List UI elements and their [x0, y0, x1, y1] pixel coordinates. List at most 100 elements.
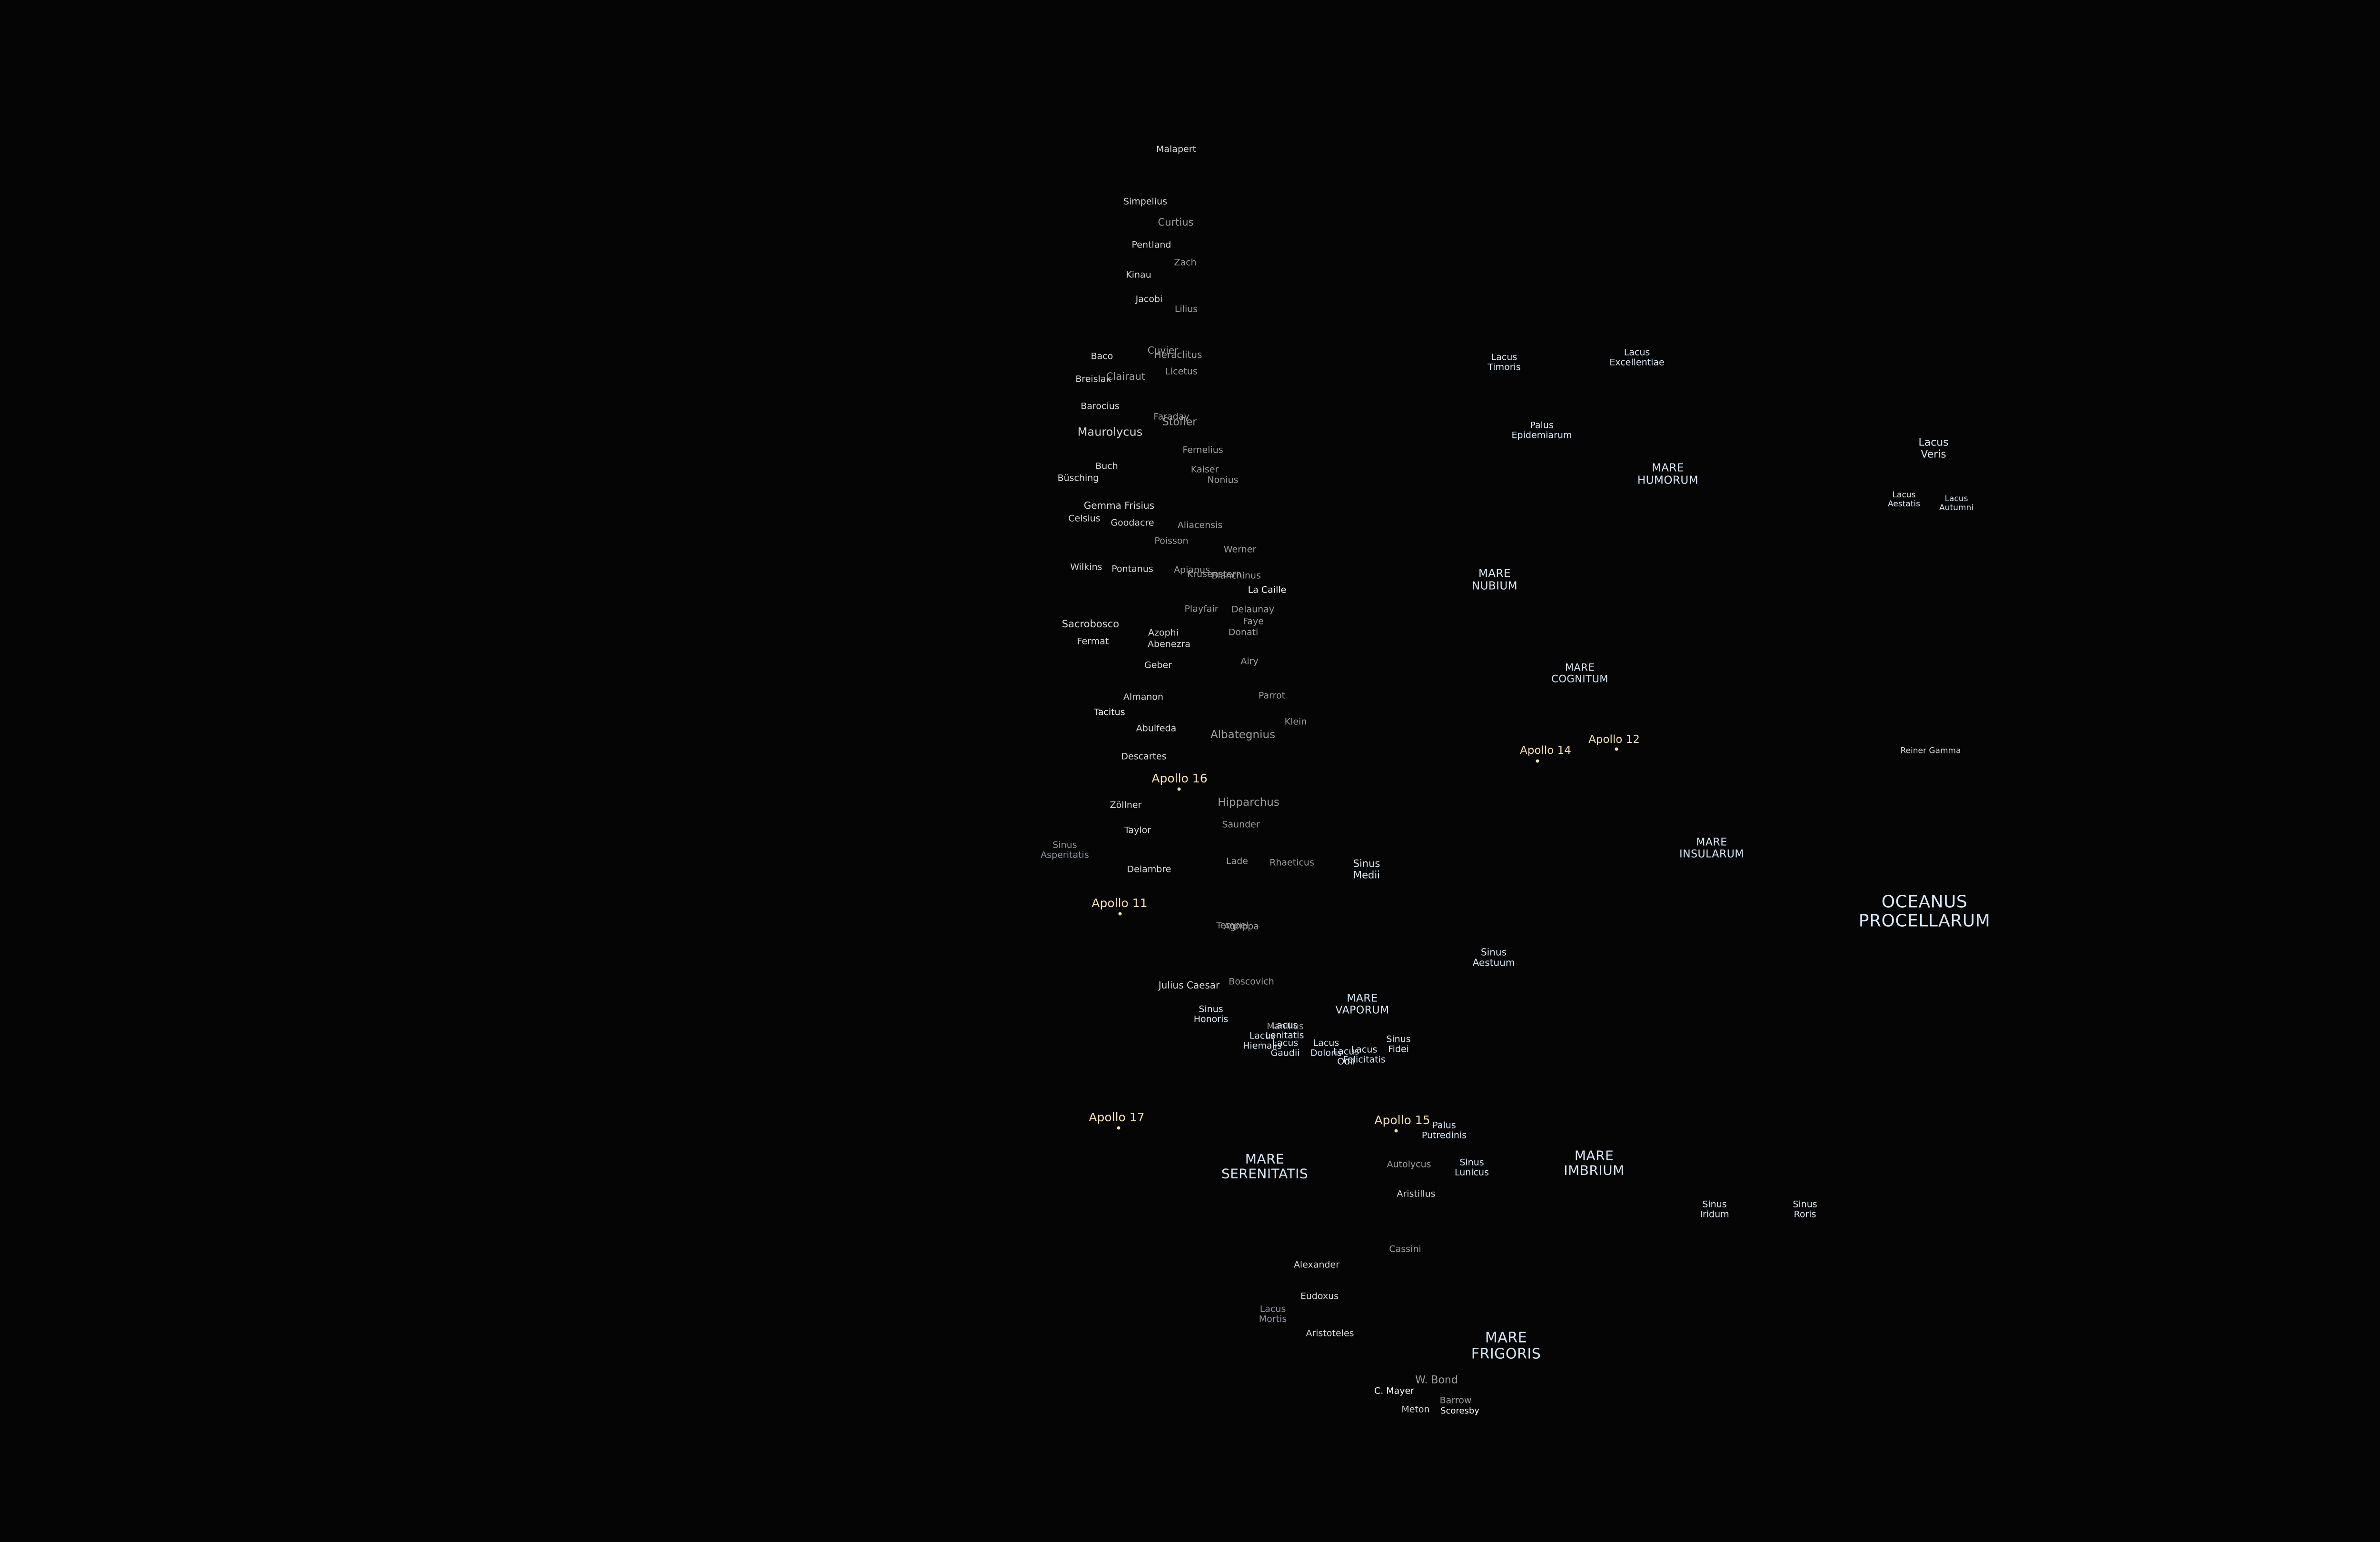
crater-label[interactable]: Stofler [1162, 416, 1197, 428]
apollo-site-label[interactable]: Apollo 15 [1374, 1113, 1430, 1127]
crater-label[interactable]: Büsching [1057, 473, 1099, 484]
apollo-site-label[interactable]: Apollo 14 [1520, 744, 1571, 757]
mare-label[interactable]: Lacus Autumni [1939, 494, 1973, 513]
crater-label[interactable]: Scoresby [1440, 1405, 1479, 1416]
apollo-landing-site-marker-icon[interactable] [1536, 759, 1539, 763]
mare-label[interactable]: MARE INSULARUM [1679, 836, 1744, 860]
mare-label[interactable]: Lacus Odii [1333, 1046, 1359, 1067]
mare-label[interactable]: Lacus Veris [1918, 436, 1949, 460]
crater-label[interactable]: Descartes [1121, 751, 1167, 762]
crater-label[interactable]: Malapert [1156, 144, 1196, 155]
mare-label[interactable]: MARE IMBRIUM [1564, 1147, 1625, 1178]
mare-label[interactable]: MARE NUBIUM [1471, 567, 1518, 592]
crater-label[interactable]: Krusenstern [1187, 569, 1242, 580]
crater-label[interactable]: Faye [1243, 616, 1264, 627]
crater-label[interactable]: Kaiser [1190, 464, 1219, 475]
crater-label[interactable]: Aristillus [1397, 1188, 1436, 1199]
crater-label[interactable]: Delambre [1127, 864, 1171, 875]
crater-label[interactable]: Tacitus [1094, 707, 1125, 718]
crater-label[interactable]: Wilkins [1070, 562, 1102, 573]
crater-label[interactable]: Curtius [1158, 217, 1194, 228]
crater-label[interactable]: La Caille [1248, 584, 1287, 595]
mare-label[interactable]: Lacus Excellentiae [1609, 347, 1665, 368]
apollo-landing-site-marker-icon[interactable] [1117, 1126, 1121, 1130]
crater-label[interactable]: Faraday [1153, 411, 1190, 422]
crater-label[interactable]: Donati [1228, 627, 1259, 638]
mare-label[interactable]: Sinus Medii [1353, 858, 1380, 880]
mare-label[interactable]: Palus Putredinis [1421, 1120, 1467, 1141]
crater-label[interactable]: Rhaeticus [1269, 857, 1314, 868]
mare-label[interactable]: Lacus Gaudii [1270, 1038, 1300, 1058]
crater-label[interactable]: Almanon [1123, 692, 1164, 702]
crater-label[interactable]: Klein [1284, 716, 1307, 727]
mare-label[interactable]: Sinus Roris [1793, 1199, 1817, 1220]
crater-label[interactable]: Apianus [1174, 564, 1210, 575]
crater-label[interactable]: Celsius [1068, 513, 1101, 524]
crater-label[interactable]: Buch [1095, 461, 1118, 472]
mare-label[interactable]: MARE SERENITATIS [1221, 1151, 1309, 1182]
crater-label[interactable]: Taylor [1124, 825, 1151, 836]
crater-label[interactable]: Hipparchus [1218, 796, 1279, 809]
mare-label[interactable]: MARE HUMORUM [1637, 462, 1699, 486]
crater-label[interactable]: Eudoxus [1300, 1291, 1339, 1302]
mare-label[interactable]: MARE FRIGORIS [1471, 1329, 1541, 1362]
crater-label[interactable]: Nonius [1207, 474, 1239, 485]
crater-label[interactable]: Maurolycus [1077, 425, 1143, 439]
apollo-site-label[interactable]: Apollo 12 [1588, 733, 1640, 746]
apollo-landing-site-marker-icon[interactable] [1394, 1129, 1398, 1133]
apollo-landing-site-marker-icon[interactable] [1177, 787, 1181, 791]
crater-label[interactable]: Poisson [1154, 535, 1189, 546]
apollo-landing-site-marker-icon[interactable] [1615, 747, 1618, 751]
mare-label[interactable]: Sinus Aestuum [1472, 946, 1515, 969]
crater-label[interactable]: Fernelius [1182, 445, 1223, 455]
crater-label[interactable]: Azophi [1148, 627, 1179, 638]
crater-label[interactable]: Zach [1174, 257, 1197, 268]
mare-label[interactable]: Sinus Lunicus [1454, 1157, 1489, 1178]
mare-label[interactable]: Palus Epidemiarum [1511, 420, 1572, 441]
crater-label[interactable]: Breislak [1075, 374, 1111, 385]
crater-label[interactable]: Gemma Frisius [1083, 499, 1155, 511]
apollo-site-label[interactable]: Apollo 11 [1091, 896, 1148, 910]
crater-label[interactable]: Autolycus [1387, 1159, 1431, 1170]
mare-label[interactable]: MARE VAPORUM [1335, 992, 1389, 1016]
crater-label[interactable]: Pentland [1131, 239, 1171, 250]
crater-label[interactable]: Airy [1240, 656, 1259, 667]
crater-label[interactable]: Kinau [1126, 269, 1151, 280]
crater-label[interactable]: Heraclitus [1154, 348, 1202, 360]
crater-label[interactable]: Werner [1223, 544, 1257, 555]
mare-label[interactable]: Lacus Mortis [1259, 1304, 1287, 1325]
crater-label[interactable]: Sacrobosco [1061, 618, 1120, 630]
mare-label[interactable]: Lacus Doloris [1310, 1038, 1342, 1058]
crater-label[interactable]: Boscovich [1229, 976, 1274, 987]
crater-label[interactable]: Baco [1091, 351, 1113, 362]
crater-label[interactable]: Meton [1401, 1404, 1430, 1415]
crater-label[interactable]: Cassini [1389, 1244, 1421, 1255]
crater-label[interactable]: Abenezra [1148, 639, 1190, 650]
crater-label[interactable]: Clairaut [1106, 371, 1146, 383]
mare-label[interactable]: Sinus Honoris [1193, 1004, 1229, 1025]
crater-label[interactable]: Barocius [1081, 401, 1120, 412]
mare-label[interactable]: Lacus Hiemalis [1243, 1030, 1282, 1051]
crater-label[interactable]: Albategnius [1210, 729, 1276, 741]
mare-label[interactable]: Lacus Aestatis [1888, 490, 1920, 509]
crater-label[interactable]: Saunder [1222, 819, 1260, 830]
crater-label[interactable]: Cuvier [1147, 344, 1179, 356]
crater-label[interactable]: Licetus [1165, 366, 1198, 377]
crater-label[interactable]: Julius Caesar [1158, 979, 1220, 991]
mare-label[interactable]: Lacus Felicitatis [1343, 1044, 1386, 1065]
crater-label[interactable]: Simpelius [1123, 196, 1168, 207]
mare-label[interactable]: Sinus Fidei [1386, 1034, 1411, 1055]
crater-label[interactable]: Geber [1144, 660, 1172, 671]
crater-label[interactable]: Pontanus [1111, 563, 1153, 574]
crater-label[interactable]: W. Bond [1415, 1374, 1458, 1386]
crater-label[interactable]: Lade [1226, 856, 1248, 867]
crater-label[interactable]: Aristoteles [1306, 1328, 1354, 1339]
crater-label[interactable]: Aliacensis [1177, 520, 1223, 531]
crater-label[interactable]: Parrot [1258, 690, 1286, 701]
crater-label[interactable]: Jacobi [1135, 294, 1163, 305]
mare-label[interactable]: Lacus Lenitatis [1265, 1020, 1304, 1041]
crater-label[interactable]: Abulfeda [1136, 723, 1177, 734]
apollo-site-label[interactable]: Apollo 17 [1089, 1110, 1145, 1124]
crater-label[interactable]: Agrippa [1224, 921, 1259, 932]
